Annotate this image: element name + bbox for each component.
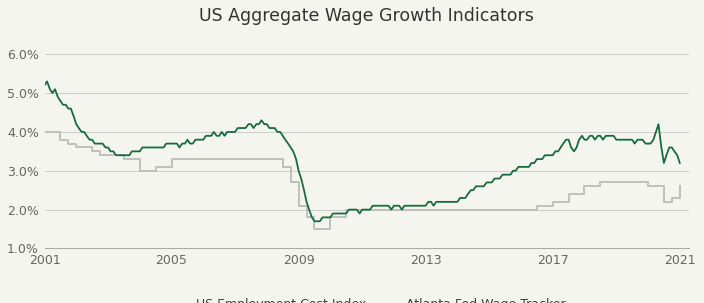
Atlanta Fed Wage Tracker [284,142,292,145]
Atlanta Fed Wage Tracker [310,219,319,223]
US Employment Cost Index [676,185,684,188]
Line: US Employment Cost Index: US Employment Cost Index [44,132,680,229]
US Employment Cost Index [565,192,573,196]
US Employment Cost Index [310,227,319,231]
US Employment Cost Index [398,208,406,211]
Atlanta Fed Wage Tracker [676,161,684,165]
Atlanta Fed Wage Tracker [408,204,417,208]
Atlanta Fed Wage Tracker [114,153,122,157]
Atlanta Fed Wage Tracker [514,165,522,169]
Title: US Aggregate Wage Growth Indicators: US Aggregate Wage Growth Indicators [199,7,534,25]
Legend: US Employment Cost Index, Atlanta Fed Wage Tracker: US Employment Cost Index, Atlanta Fed Wa… [163,293,570,303]
Atlanta Fed Wage Tracker [40,84,49,87]
Line: Atlanta Fed Wage Tracker: Atlanta Fed Wage Tracker [44,82,680,221]
Atlanta Fed Wage Tracker [43,80,51,83]
Atlanta Fed Wage Tracker [556,146,565,149]
Atlanta Fed Wage Tracker [673,153,681,157]
US Employment Cost Index [517,208,525,211]
US Employment Cost Index [596,181,605,184]
US Employment Cost Index [620,181,629,184]
US Employment Cost Index [445,208,453,211]
US Employment Cost Index [40,130,49,134]
